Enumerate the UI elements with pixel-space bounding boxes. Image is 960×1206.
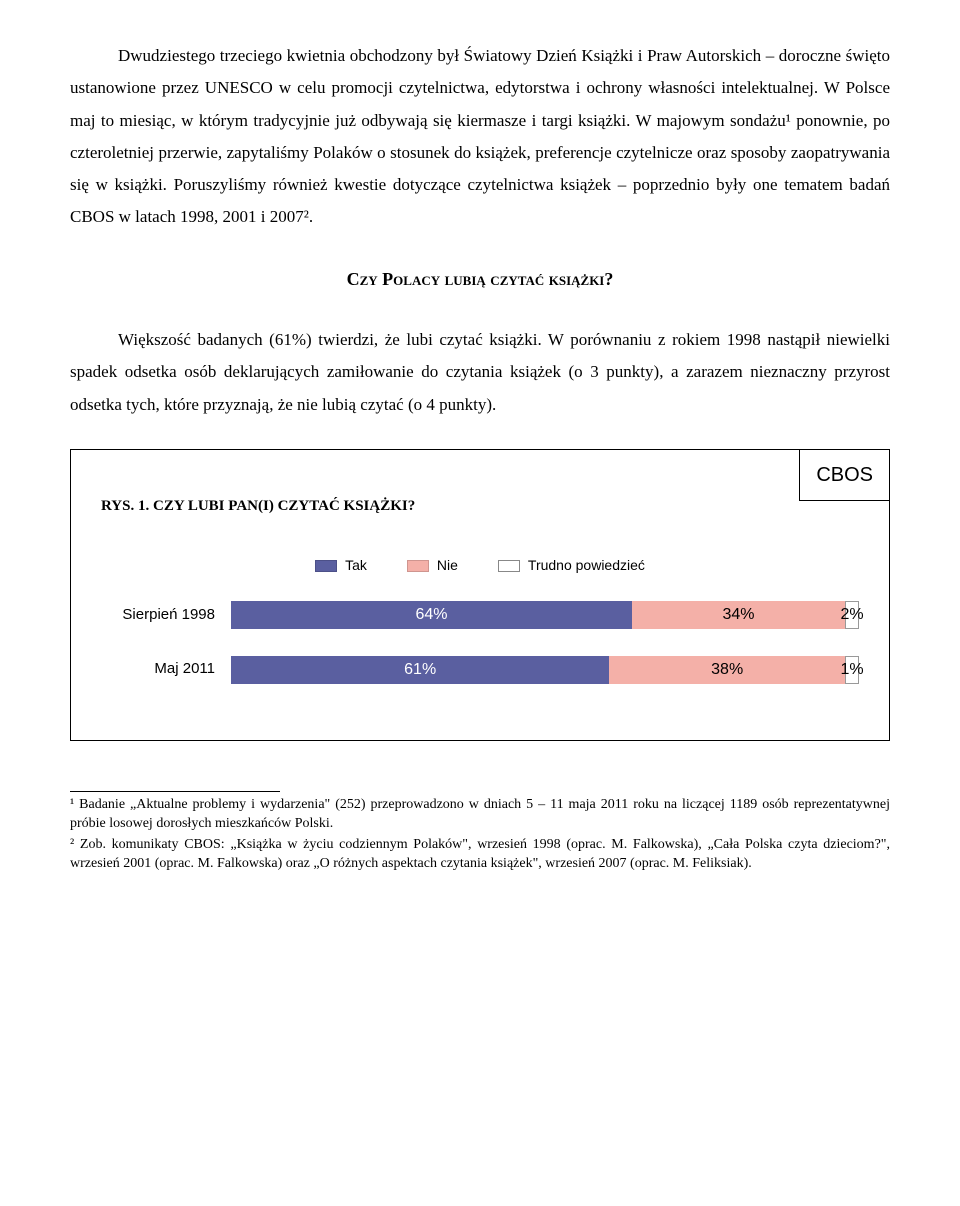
- bar-segment: 61%: [231, 656, 609, 684]
- body-paragraph-2: Większość badanych (61%) twierdzi, że lu…: [70, 324, 890, 421]
- bar-row: Maj 201161%38%1%: [101, 655, 859, 684]
- legend-swatch: [498, 560, 520, 572]
- chart-legend: Tak Nie Trudno powiedzieć: [101, 552, 859, 579]
- intro-paragraph: Dwudziestego trzeciego kwietnia obchodzo…: [70, 40, 890, 234]
- bar-segment: 38%: [609, 656, 845, 684]
- chart-container: CBOS RYS. 1. CZY LUBI PAN(I) CZYTAĆ KSIĄ…: [70, 449, 890, 741]
- bar-row-label: Sierpień 1998: [101, 601, 231, 630]
- bar-segment: 34%: [632, 601, 845, 629]
- bar-segment: 64%: [231, 601, 632, 629]
- footnotes-body: ¹ Badanie „Aktualne problemy i wydarzeni…: [70, 796, 890, 874]
- chart-title: RYS. 1. CZY LUBI PAN(I) CZYTAĆ KSIĄŻKI?: [101, 492, 859, 521]
- bar-segment: 1%: [845, 656, 859, 684]
- legend-item: Nie: [407, 552, 458, 579]
- chart-bars: Sierpień 199864%34%2%Maj 201161%38%1%: [101, 601, 859, 684]
- section-heading: Czy Polacy lubią czytać książki?: [70, 262, 890, 296]
- bar-track: 64%34%2%: [231, 601, 859, 629]
- legend-item: Tak: [315, 552, 367, 579]
- cbos-badge: CBOS: [799, 449, 890, 501]
- footnote-1: ¹ Badanie „Aktualne problemy i wydarzeni…: [70, 796, 890, 834]
- legend-label: Trudno powiedzieć: [528, 552, 645, 579]
- footnote-2: ² Zob. komunikaty CBOS: „Książka w życiu…: [70, 836, 890, 874]
- legend-item: Trudno powiedzieć: [498, 552, 645, 579]
- legend-swatch: [407, 560, 429, 572]
- legend-swatch: [315, 560, 337, 572]
- bar-track: 61%38%1%: [231, 656, 859, 684]
- bar-row-label: Maj 2011: [101, 655, 231, 684]
- legend-label: Nie: [437, 552, 458, 579]
- bar-row: Sierpień 199864%34%2%: [101, 601, 859, 630]
- bar-segment: 2%: [845, 601, 859, 629]
- legend-label: Tak: [345, 552, 367, 579]
